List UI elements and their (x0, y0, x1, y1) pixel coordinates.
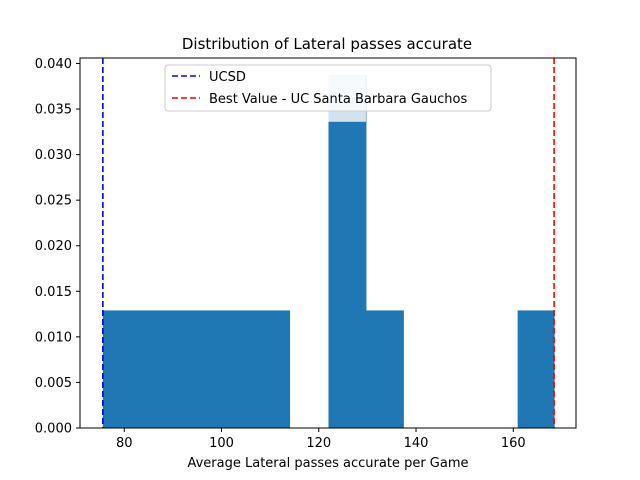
x-tick-label-100: 100 (209, 436, 234, 451)
histogram-bar-0 (103, 310, 131, 428)
y-tick-label-4: 0.020 (35, 239, 72, 254)
x-tick-label-140: 140 (404, 436, 429, 451)
x-tick-label-80: 80 (116, 436, 133, 451)
histogram-bar-4 (214, 310, 242, 428)
x-axis-label: Average Lateral passes accurate per Game (187, 456, 468, 471)
histogram-bar-7 (328, 75, 366, 428)
histogram-bar-9 (518, 310, 555, 428)
x-tick-label-160: 160 (501, 436, 526, 451)
histogram-bar-2 (158, 310, 186, 428)
y-axis-ticks: 0.000 0.005 0.010 0.015 0.020 0.025 0.030 0.035… (35, 57, 80, 437)
histogram-bar-6 (269, 310, 290, 428)
y-tick-label-2: 0.010 (35, 330, 72, 345)
histogram-bar-3 (186, 310, 214, 428)
histogram-bar-8 (366, 310, 404, 428)
y-tick-label-6: 0.030 (35, 148, 72, 163)
legend: UCSD Best Value - UC Santa Barbara Gauch… (165, 65, 491, 111)
legend-label-ucsd: UCSD (209, 70, 246, 85)
bars-group (103, 75, 555, 428)
x-axis-ticks: 80 100 120 140 160 (116, 428, 526, 451)
y-tick-label-1: 0.005 (35, 376, 72, 391)
y-tick-label-0: 0.000 (35, 422, 72, 437)
x-tick-label-120: 120 (306, 436, 331, 451)
histogram-bar-5 (241, 310, 269, 428)
y-tick-label-7: 0.035 (35, 103, 72, 118)
y-tick-label-8: 0.040 (35, 57, 72, 72)
legend-label-best-value: Best Value - UC Santa Barbara Gauchos (209, 92, 467, 107)
y-tick-label-3: 0.015 (35, 285, 72, 300)
histogram-bar-1 (131, 310, 159, 428)
y-tick-label-5: 0.025 (35, 194, 72, 209)
chart-title: Distribution of Lateral passes accurate (182, 35, 472, 53)
